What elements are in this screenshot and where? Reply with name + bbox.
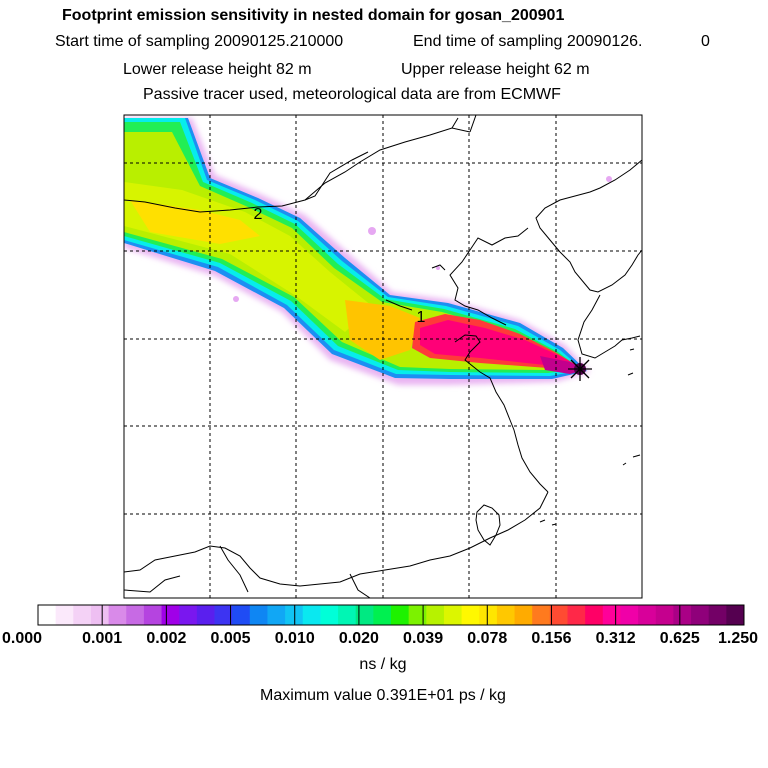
color-bar-border (37, 604, 745, 626)
color-swatch (90, 605, 110, 625)
map-label-1: 1 (417, 309, 426, 326)
start-time-label: Start time of sampling 20090125.210000 (55, 33, 344, 50)
color-swatch (143, 605, 163, 625)
color-swatch (620, 605, 639, 625)
color-swatch (320, 605, 339, 625)
color-swatch (691, 605, 710, 625)
color-scale-tick-label: 0.001 (82, 630, 123, 647)
color-swatch (602, 605, 621, 625)
end-time-suffix: 0 (701, 33, 710, 50)
color-swatch (391, 605, 410, 625)
color-swatch (249, 605, 268, 625)
color-swatch (726, 605, 745, 625)
color-swatch (496, 605, 516, 625)
upper-release-height: Upper release height 62 m (401, 61, 590, 78)
color-scale-tick-label: 0.002 (146, 630, 187, 647)
color-scale-tick-label: 0.078 (467, 630, 508, 647)
color-swatch (514, 605, 533, 625)
color-swatch (285, 605, 304, 625)
color-swatch (373, 605, 392, 625)
color-swatch (179, 605, 198, 625)
color-scale-tick-label: 0.005 (210, 630, 251, 647)
color-scale-tick-label: 0.000 (1, 630, 43, 647)
end-time-label: End time of sampling 20090126. (413, 33, 643, 50)
color-swatch (638, 605, 657, 625)
color-swatch (38, 605, 57, 625)
color-swatch (479, 605, 498, 625)
color-scale-bar (37, 604, 745, 626)
station-marker (568, 357, 592, 381)
color-swatch (108, 605, 127, 625)
color-swatch (355, 605, 374, 625)
color-swatch (549, 605, 568, 625)
color-scale-tick-label: 0.156 (531, 630, 572, 647)
plot-title: Footprint emission sensitivity in nested… (62, 7, 565, 24)
color-scale-tick-label: 0.312 (595, 630, 636, 647)
color-scale-tick-label: 0.010 (274, 630, 315, 647)
color-scale-tick-label: 0.020 (338, 630, 379, 647)
color-swatch (55, 605, 74, 625)
color-swatch (585, 605, 604, 625)
color-swatch (196, 605, 215, 625)
color-swatch (408, 605, 427, 625)
color-swatch (443, 605, 463, 625)
color-scale-tick-label: 0.625 (659, 630, 700, 647)
coastlines (124, 115, 642, 598)
color-swatch (532, 605, 551, 625)
units-label: ns / kg (359, 656, 407, 673)
color-swatch (126, 605, 145, 625)
color-scale-tick-label: 1.250 (717, 630, 759, 647)
color-swatch (655, 605, 674, 625)
map-frame (123, 114, 643, 599)
color-swatch (338, 605, 357, 625)
color-swatch (161, 605, 180, 625)
color-swatch (426, 605, 445, 625)
color-swatch (302, 605, 321, 625)
color-swatch (267, 605, 286, 625)
color-swatch (673, 605, 692, 625)
color-swatch (73, 605, 92, 625)
color-swatch (214, 605, 233, 625)
map-label-2: 2 (254, 206, 263, 223)
maximum-value-label: Maximum value 0.391E+01 ps / kg (260, 687, 506, 704)
color-scale-tick-label: 0.039 (403, 630, 444, 647)
lower-release-height: Lower release height 82 m (123, 61, 312, 78)
tracer-note: Passive tracer used, meteorological data… (143, 86, 561, 103)
color-swatch (232, 605, 251, 625)
color-swatch (708, 605, 727, 625)
color-swatch (567, 605, 586, 625)
lat-lon-grid (124, 115, 642, 598)
color-swatch (461, 605, 480, 625)
